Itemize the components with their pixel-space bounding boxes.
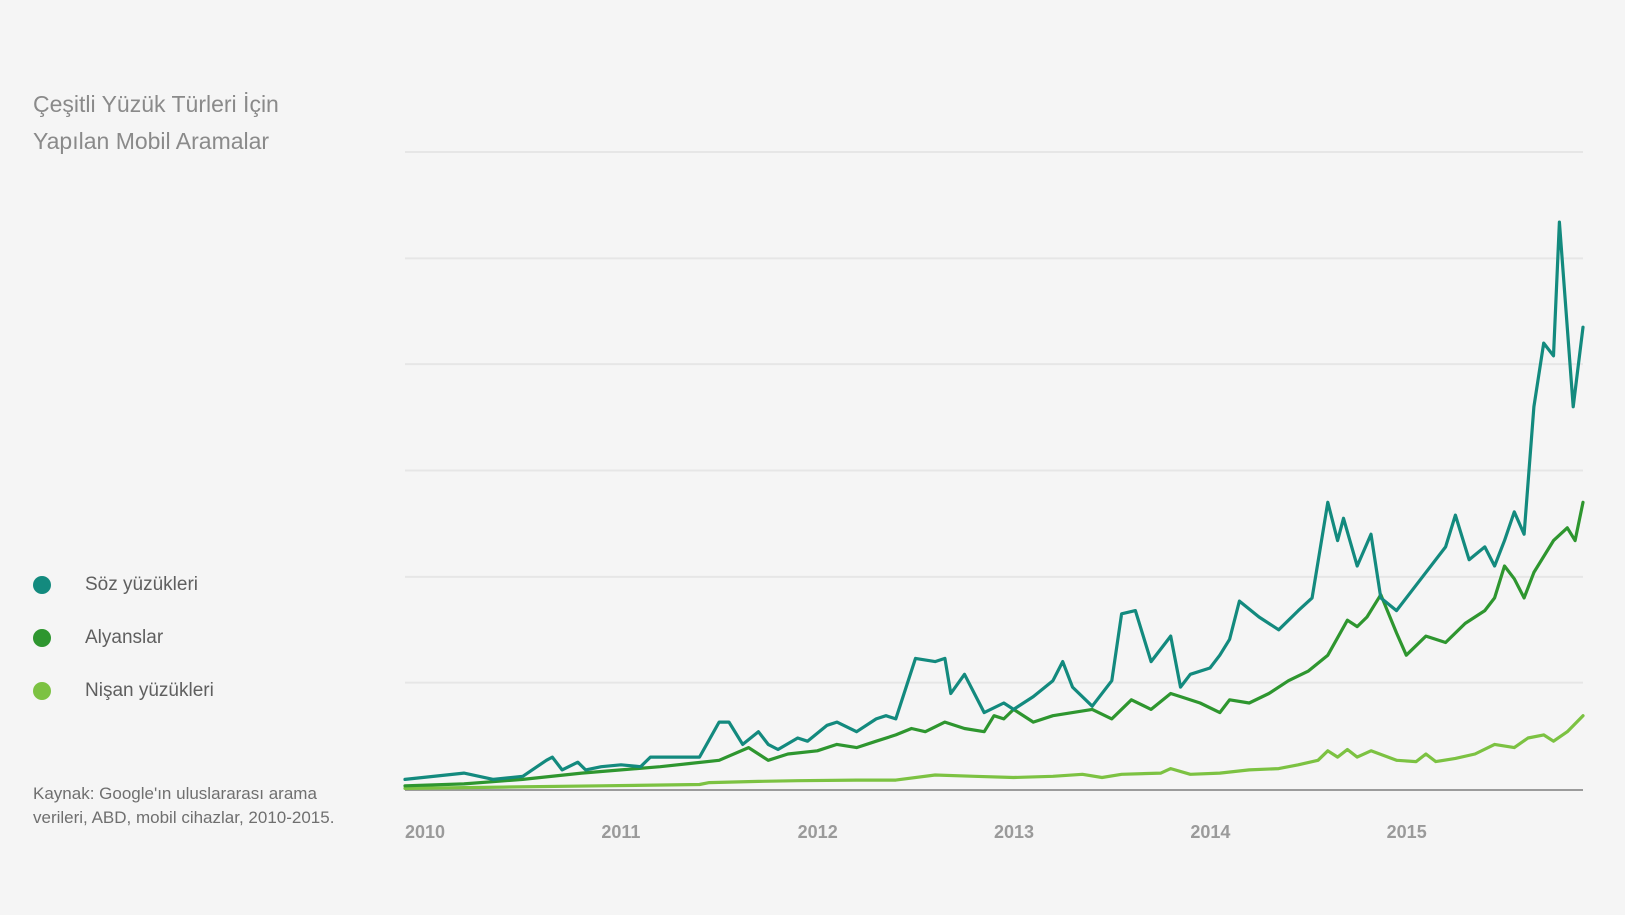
x-tick-label-2013: 2013: [994, 822, 1034, 842]
source-note: Kaynak: Google'ın uluslararası arama ver…: [33, 782, 363, 830]
series-lines: [403, 220, 1585, 790]
x-tick-label-2014: 2014: [1190, 822, 1230, 842]
legend-label-nisan: Nişan yüzükleri: [85, 679, 214, 701]
source-line-2: verileri, ABD, mobil cihazlar, 2010-2015…: [33, 808, 335, 827]
legend-item-soz: Söz yüzükleri: [33, 558, 214, 611]
source-line-1: Kaynak: Google'ın uluslararası arama: [33, 784, 317, 803]
series-line-alyans: [403, 500, 1585, 788]
x-tick-label-2012: 2012: [798, 822, 838, 842]
legend-label-soz: Söz yüzükleri: [85, 573, 198, 595]
legend-item-nisan: Nişan yüzükleri: [33, 664, 214, 717]
chart-title: Çeşitli Yüzük Türleri İçin Yapılan Mobil…: [33, 86, 279, 160]
series-line-soz: [403, 220, 1585, 781]
legend-label-alyans: Alyanslar: [85, 626, 164, 648]
legend-dot-nisan: [33, 681, 51, 700]
x-tick-label-2010: 2010: [405, 822, 445, 842]
legend-dot-soz: [33, 575, 51, 594]
series-line-nisan: [403, 714, 1585, 790]
grid-lines: [405, 151, 1583, 684]
x-tick-label-2015: 2015: [1387, 822, 1427, 842]
legend-dot-alyans: [33, 628, 51, 647]
x-axis-ticks: 2010 2011 2012 2013 2014 2015: [405, 822, 1427, 842]
chart-title-line-1: Çeşitli Yüzük Türleri İçin: [33, 91, 279, 117]
legend: Söz yüzükleri Alyanslar Nişan yüzükleri: [33, 558, 214, 717]
x-tick-label-2011: 2011: [601, 822, 640, 842]
legend-item-alyans: Alyanslar: [33, 611, 214, 664]
chart-title-line-2: Yapılan Mobil Aramalar: [33, 128, 270, 154]
